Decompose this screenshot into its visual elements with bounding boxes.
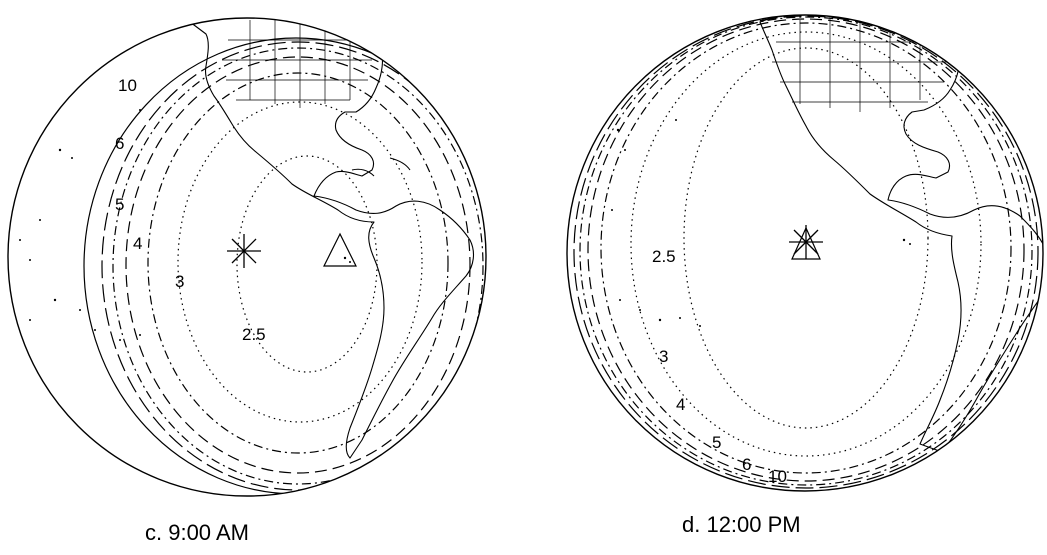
contour-label: 4 [676,395,685,414]
contour-2-5 [683,47,929,429]
contour-2-5-outer [177,101,423,423]
contour-label: 3 [659,347,668,366]
contour-5 [112,47,484,485]
contour-6 [573,15,1039,489]
contour-2-5-outer [630,31,982,457]
contour-label: 5 [712,433,721,452]
globe-panel-d: 2.5 3 4 5 6 10 [566,14,1044,492]
contour-4 [125,56,471,474]
island-specks [611,119,911,327]
contour-label: 3 [175,272,184,291]
globe-limb-c [7,17,487,497]
contour-label: 6 [742,455,751,474]
contour-3 [147,72,449,454]
contour-label: 2.5 [242,325,266,344]
island-specks [19,109,351,341]
triangle-icon [323,232,357,267]
triangle-icon [791,226,821,260]
coastline-americas [759,15,1043,453]
us-state-borders [222,18,372,108]
contour-label: 4 [133,234,142,253]
contour-5 [579,16,1033,486]
contour-label: 6 [115,134,124,153]
coastline-cuba [389,157,411,171]
asterisk-icon [789,225,823,259]
contour-4 [587,18,1025,482]
asterisk-icon [227,234,261,268]
contour-3 [600,22,1012,474]
coastline-caribbean [351,168,375,177]
contour-label: 2.5 [652,247,676,266]
panel-caption-d: d. 12:00 PM [682,512,801,537]
contour-label: 10 [118,76,137,95]
panel-caption-c: c. 9:00 AM [145,520,249,545]
us-state-borders [772,15,950,112]
coastline-americas [189,18,475,459]
contour-label: 10 [768,467,787,486]
contour-label: 5 [115,195,124,214]
contour-6 [101,41,486,491]
globe-panel-c: 10 6 5 4 3 2.5 [7,17,487,497]
contour-2-5 [236,155,378,373]
globe-limb-d [566,14,1044,492]
